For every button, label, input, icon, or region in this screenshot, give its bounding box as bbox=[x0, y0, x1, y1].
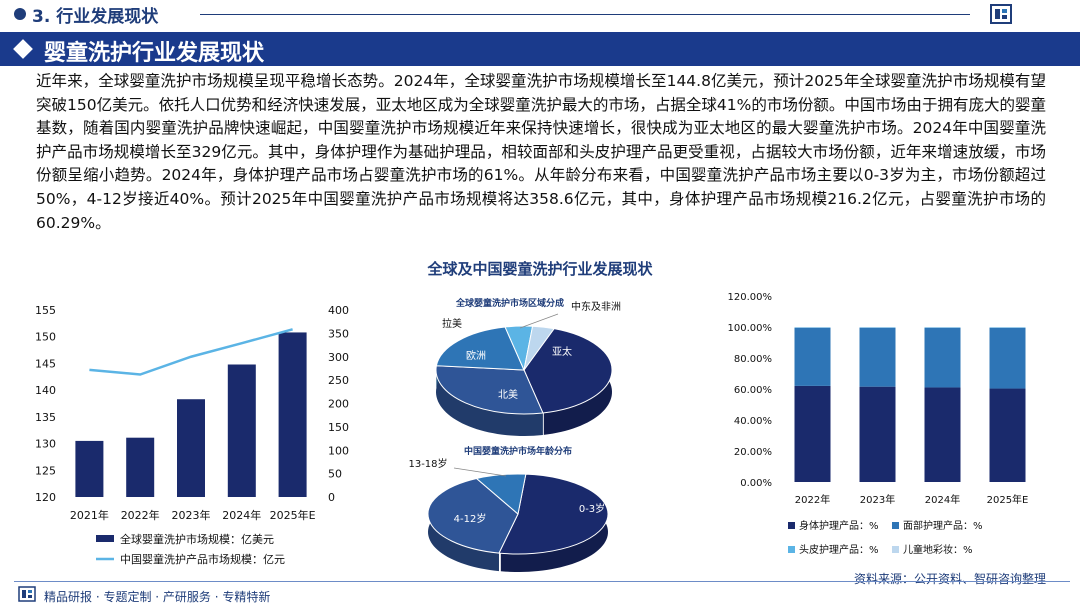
y2-tick-label: 250 bbox=[328, 374, 349, 387]
x-tick-label: 2021年 bbox=[70, 508, 109, 522]
x-tick-label: 2023年 bbox=[860, 493, 895, 506]
header-divider bbox=[200, 14, 970, 15]
y2-tick-label: 0 bbox=[328, 491, 335, 504]
y-tick-label: 60.00% bbox=[734, 385, 772, 396]
y-tick-label: 100.00% bbox=[728, 323, 773, 334]
y2-tick-label: 400 bbox=[328, 304, 349, 317]
pie-slice-label: 欧洲 bbox=[466, 350, 486, 362]
pie-title-region: 全球婴童洗护市场区域分成 bbox=[455, 297, 564, 309]
diamond-icon bbox=[13, 39, 33, 59]
legend-label-bar: 全球婴童洗护市场规模：亿美元 bbox=[120, 532, 274, 546]
x-tick-label: 2022年 bbox=[121, 508, 160, 522]
pie-slice bbox=[523, 325, 555, 371]
stacked-bar-segment bbox=[859, 327, 896, 387]
pie-slice bbox=[523, 328, 613, 414]
y-tick-label: 0.00% bbox=[740, 478, 772, 489]
stacked-bar-segment bbox=[924, 327, 961, 388]
y-tick-label: 120.00% bbox=[728, 292, 773, 303]
stacked-bar-segment bbox=[989, 388, 1026, 482]
pie-slice-label: 亚太 bbox=[552, 345, 572, 358]
pie-slice bbox=[498, 473, 609, 555]
bullet-dot-icon bbox=[14, 8, 26, 20]
y-tick-label: 40.00% bbox=[734, 416, 772, 427]
brand-mark-icon bbox=[18, 586, 36, 602]
y2-tick-label: 300 bbox=[328, 351, 349, 364]
stacked-bar-segment bbox=[794, 327, 831, 386]
legend-label: 头皮护理产品：% bbox=[799, 543, 879, 556]
x-tick-label: 2022年 bbox=[795, 493, 830, 506]
y2-tick-label: 100 bbox=[328, 444, 349, 457]
y-tick-label: 20.00% bbox=[734, 447, 772, 458]
x-tick-label: 2025年E bbox=[987, 493, 1029, 506]
y-tick-label: 140 bbox=[35, 384, 56, 397]
x-tick-label: 2025年E bbox=[270, 508, 316, 522]
y2-tick-label: 50 bbox=[328, 468, 342, 481]
legend-swatch bbox=[788, 522, 795, 529]
panel-title: 全球及中国婴童洗护行业发展现状 bbox=[427, 260, 653, 278]
pie-slice bbox=[435, 326, 525, 371]
stacked-bar-segment bbox=[989, 327, 1026, 389]
y-tick-label: 130 bbox=[35, 438, 56, 451]
footer-divider bbox=[14, 581, 1070, 582]
leader-line bbox=[453, 467, 507, 477]
y-tick-label: 80.00% bbox=[734, 354, 772, 365]
data-source: 资料来源：公开资料、智研咨询整理 bbox=[853, 572, 1046, 586]
pie-slice-label: 拉美 bbox=[442, 317, 462, 330]
pie-slice-label: 0-3岁 bbox=[579, 502, 605, 515]
pie-slice-label: 中东及非洲 bbox=[571, 300, 621, 313]
y-tick-label: 155 bbox=[35, 304, 56, 317]
section-title: 3. 行业发展现状 bbox=[32, 7, 159, 27]
pie-slice bbox=[435, 365, 544, 415]
y-tick-label: 145 bbox=[35, 357, 56, 370]
y2-tick-label: 150 bbox=[328, 421, 349, 434]
brand-logo-icon bbox=[990, 4, 1012, 24]
legend-label: 面部护理产品：% bbox=[903, 519, 983, 532]
legend-swatch bbox=[788, 546, 795, 553]
y-tick-label: 150 bbox=[35, 331, 56, 344]
y2-tick-label: 200 bbox=[328, 398, 349, 411]
y2-tick-label: 350 bbox=[328, 327, 349, 340]
pie-slice-label: 北美 bbox=[498, 388, 518, 401]
y-tick-label: 120 bbox=[35, 491, 56, 504]
legend-label: 儿童地彩妆：% bbox=[903, 543, 973, 556]
y-tick-label: 125 bbox=[35, 464, 56, 477]
bar-global-market bbox=[278, 332, 307, 497]
pie-title-age: 中国婴童洗护市场年龄分布 bbox=[464, 445, 572, 457]
pie-slice-label: 4-12岁 bbox=[454, 512, 487, 525]
pie-slice bbox=[427, 477, 519, 554]
summary-paragraph: 近年来，全球婴童洗护市场规模呈现平稳增长态势。2024年，全球婴童洗护市场规模增… bbox=[36, 72, 1046, 232]
section-header: 3. 行业发展现状 bbox=[0, 0, 1080, 30]
stacked-bar-segment bbox=[859, 386, 896, 482]
bar-global-market bbox=[177, 399, 205, 497]
stacked-bar-segment bbox=[794, 385, 831, 482]
bar-global-market bbox=[75, 440, 104, 497]
charts-canvas: 120 125 130 135 140 145 150 155 0 50 100 150 200 250 3… bbox=[35, 292, 1029, 572]
footer-tagline: 精品研报 · 专题定制 · 产研服务 · 专精特新 bbox=[44, 590, 271, 604]
banner-title: 婴童洗护行业发展现状 bbox=[44, 41, 265, 66]
x-tick-label: 2024年 bbox=[925, 493, 960, 506]
bar-global-market bbox=[227, 364, 256, 497]
x-tick-label: 2024年 bbox=[222, 508, 261, 522]
title-banner: 婴童洗护行业发展现状 bbox=[0, 32, 1080, 66]
legend-label-line: 中国婴童洗护产品市场规模：亿元 bbox=[120, 552, 285, 566]
pie-chart-age-share: 中国婴童洗护市场年龄分布 0-3岁 4-12岁 13-18岁 bbox=[408, 445, 609, 572]
line-china-market bbox=[89, 328, 293, 376]
stacked-chart-product-share: 0.00% 20.00% 40.00% 60.00% 80.00% 100.00% 120.… bbox=[728, 292, 1029, 556]
legend-label: 身体护理产品：% bbox=[799, 519, 879, 532]
legend-swatch-bar bbox=[96, 535, 114, 542]
stacked-bar-segment bbox=[924, 387, 961, 482]
combo-chart-global-china: 120 125 130 135 140 145 150 155 0 50 100 150 200 250 3… bbox=[35, 304, 349, 566]
pie-slice-label: 13-18岁 bbox=[408, 457, 447, 470]
x-tick-label: 2023年 bbox=[172, 508, 211, 522]
y-tick-label: 135 bbox=[35, 411, 56, 424]
legend-swatch bbox=[892, 546, 899, 553]
bar-global-market bbox=[126, 437, 155, 497]
legend-swatch bbox=[892, 522, 899, 529]
leader-line bbox=[519, 313, 559, 329]
pie-slice-side bbox=[436, 365, 543, 436]
